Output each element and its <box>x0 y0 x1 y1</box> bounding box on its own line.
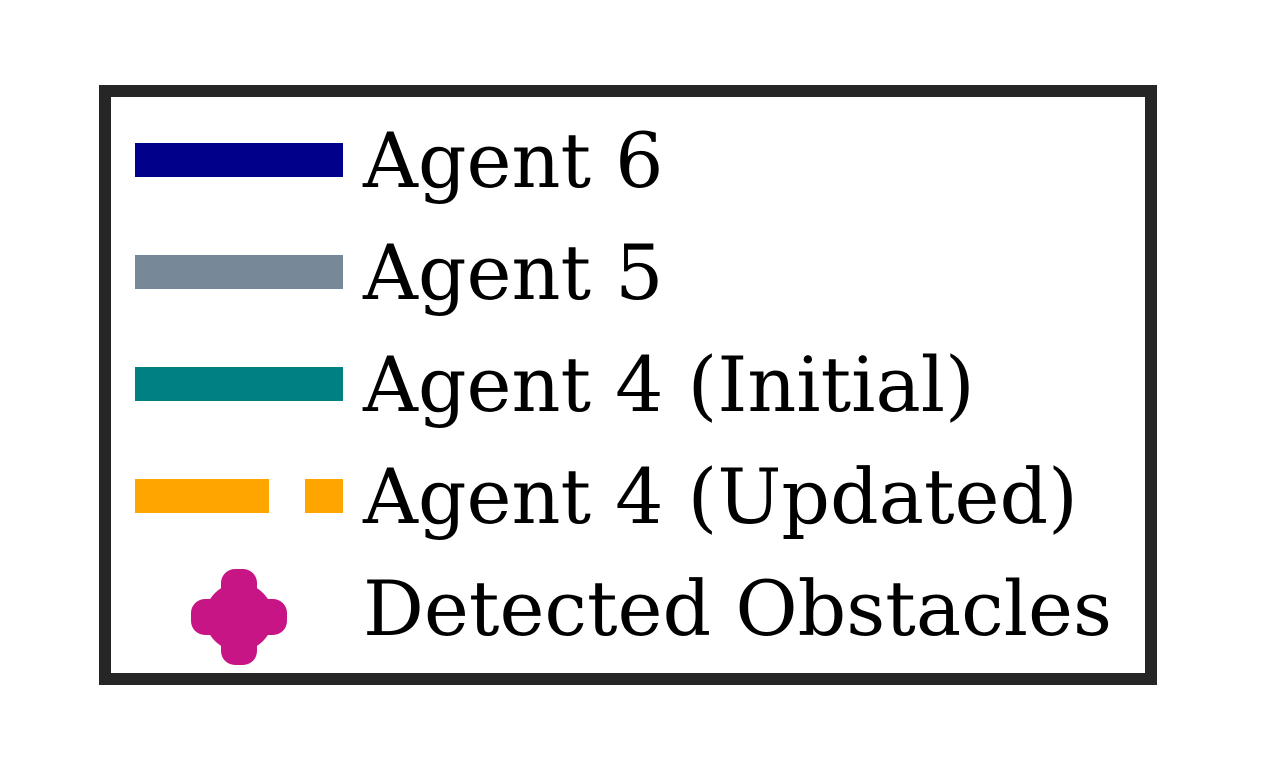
legend-swatch-agent-4-updated <box>135 479 343 513</box>
legend-label-agent-4-updated: Agent 4 (Updated) <box>363 452 1078 541</box>
legend-box: Agent 6 Agent 5 Agent 4 (Initial) Agent … <box>99 85 1157 685</box>
legend-entry-agent-5: Agent 5 <box>111 215 1145 327</box>
legend-swatch-agent-5 <box>135 255 343 289</box>
legend-label-agent-5: Agent 5 <box>363 228 664 317</box>
legend-swatch-agent-4-initial <box>135 367 343 401</box>
legend-label-detected-obstacles: Detected Obstacles <box>363 564 1112 653</box>
agent-4-initial-line <box>135 367 343 401</box>
legend-entry-detected-obstacles: Detected Obstacles <box>111 551 1145 665</box>
plus-marker-center <box>205 583 273 651</box>
legend-entry-agent-4-updated: Agent 4 (Updated) <box>111 439 1145 551</box>
legend-label-agent-6: Agent 6 <box>363 116 664 205</box>
agent-6-line <box>135 143 343 177</box>
legend-swatch-detected-obstacles <box>135 567 343 667</box>
legend-entry-agent-4-initial: Agent 4 (Initial) <box>111 327 1145 439</box>
legend-label-agent-4-initial: Agent 4 (Initial) <box>363 340 975 429</box>
agent-4-updated-dash-1 <box>135 479 269 513</box>
agent-4-updated-dash-2 <box>305 479 343 513</box>
agent-5-line <box>135 255 343 289</box>
plus-marker-icon <box>191 569 287 665</box>
legend-entry-agent-6: Agent 6 <box>111 103 1145 215</box>
legend-swatch-agent-6 <box>135 143 343 177</box>
